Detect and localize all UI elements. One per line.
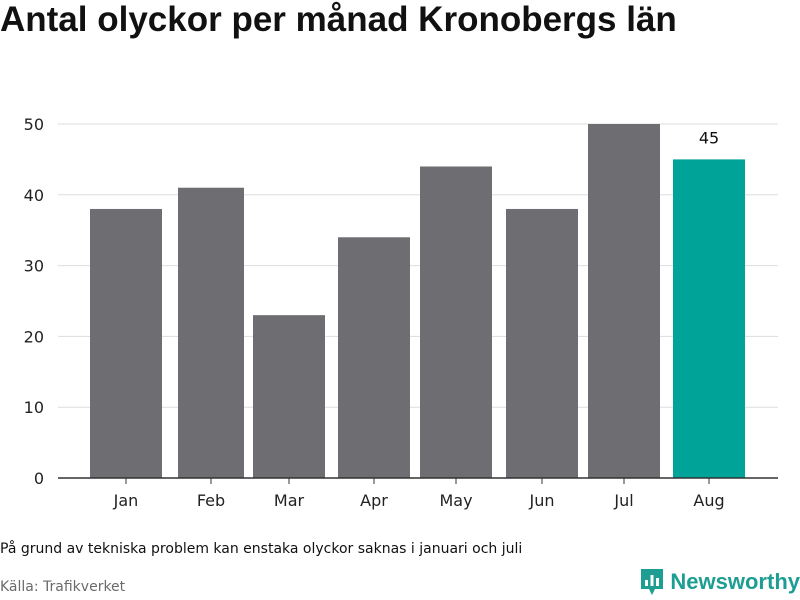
source-credit: Källa: Trafikverket	[0, 579, 126, 595]
bar-jul	[588, 124, 660, 478]
x-tick-label-jul: Jul	[613, 491, 633, 510]
chart-title: Antal olyckor per månad Kronobergs län	[0, 0, 677, 39]
bar-apr	[338, 237, 410, 478]
footnote: På grund av tekniska problem kan enstaka…	[0, 541, 523, 557]
x-tick-label-may: May	[439, 491, 472, 510]
brand-name: Newsworthy	[670, 569, 800, 594]
bar-aug	[673, 159, 745, 478]
y-tick-label-20: 20	[24, 327, 44, 346]
y-tick-label-50: 50	[24, 115, 44, 134]
y-tick-label-10: 10	[24, 398, 44, 417]
y-tick-label-30: 30	[24, 257, 44, 276]
bar-jun	[506, 208, 578, 478]
bar-feb	[178, 187, 244, 478]
bar-chart-logo-icon	[641, 569, 664, 595]
labels: 0 10 20 30 40 50 Jan Feb Mar Apr May Jun Jul Aug 45	[24, 115, 725, 510]
x-tick-label-mar: Mar	[274, 491, 305, 510]
x-axis	[58, 477, 778, 484]
x-tick-label-aug: Aug	[693, 491, 724, 510]
bars	[90, 124, 745, 479]
data-label-aug: 45	[699, 128, 719, 147]
bar-may	[420, 166, 492, 479]
x-tick-label-apr: Apr	[360, 491, 388, 510]
x-tick-label-jun: Jun	[529, 491, 555, 510]
bar-jan	[90, 208, 162, 478]
y-tick-label-0: 0	[34, 469, 44, 488]
gridlines	[58, 123, 778, 408]
x-tick-label-feb: Feb	[197, 491, 225, 510]
bar-chart: 0 10 20 30 40 50 Jan Feb Mar Apr May Jun Jul Aug 45	[24, 115, 778, 510]
y-tick-label-40: 40	[24, 186, 44, 205]
bar-mar	[253, 315, 325, 478]
x-tick-label-jan: Jan	[113, 491, 139, 510]
brand-logo: Newsworthy	[640, 568, 800, 596]
